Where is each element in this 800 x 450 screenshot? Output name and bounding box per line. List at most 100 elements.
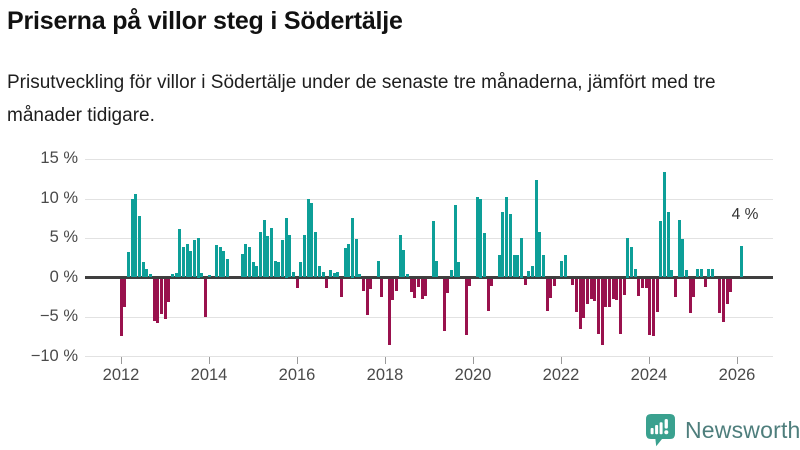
bar-negative [417, 279, 420, 287]
bar-positive [710, 268, 714, 278]
gridline [85, 317, 773, 318]
bar-positive [314, 232, 318, 278]
bar-negative [152, 279, 156, 321]
bar-positive [541, 255, 545, 278]
y-axis-tick-label: 15 % [40, 149, 78, 167]
bar-negative [615, 279, 619, 301]
bar-negative [119, 279, 123, 336]
last-value-annotation: 4 % [731, 206, 759, 223]
bar-positive [145, 268, 149, 278]
bar-negative [703, 279, 707, 287]
bar-negative [464, 279, 468, 336]
bar-negative [655, 279, 659, 313]
bar-negative [156, 279, 160, 324]
x-axis-tick [561, 357, 562, 364]
bar-negative [369, 279, 373, 290]
bar-negative [446, 279, 450, 294]
x-axis-tick-label: 2012 [102, 366, 140, 384]
bar-positive [508, 213, 512, 278]
bar-positive [666, 211, 670, 278]
bar-positive [707, 268, 711, 278]
bar-positive [398, 234, 402, 278]
bar-positive [402, 249, 406, 278]
bar-positive [699, 268, 703, 278]
bar-negative [582, 279, 586, 318]
bar-negative [674, 279, 678, 298]
bar-negative [409, 279, 413, 292]
bar-positive [240, 253, 244, 278]
gridline [85, 159, 773, 160]
bar-negative [325, 279, 329, 289]
bar-positive [336, 271, 340, 278]
bar-positive [189, 250, 193, 278]
bar-positive [185, 244, 189, 278]
bar-positive [244, 244, 248, 278]
bar-positive [262, 219, 266, 278]
bar-negative [725, 279, 729, 305]
bar-positive [534, 179, 538, 278]
bar-positive [251, 261, 255, 278]
chart-subtitle: Prisutveckling för villor i Södertälje u… [7, 72, 716, 126]
bar-positive [527, 271, 531, 278]
bar-positive [677, 219, 681, 278]
bar-positive [273, 260, 277, 278]
bar-positive [332, 272, 336, 278]
x-axis-tick-label: 2016 [278, 366, 316, 384]
bar-positive [347, 244, 351, 278]
bar-positive [630, 247, 634, 278]
bar-negative [608, 279, 611, 308]
bar-positive [214, 245, 218, 278]
x-axis-tick-label: 2026 [718, 366, 756, 384]
bar-negative [622, 279, 626, 295]
bar-negative [365, 279, 369, 315]
bar-positive [659, 220, 663, 278]
bar-negative [585, 279, 589, 305]
bar-positive [134, 193, 138, 278]
bar-negative [619, 279, 623, 334]
bar-negative [593, 279, 597, 302]
x-axis-tick-label: 2024 [630, 366, 668, 384]
bar-negative [600, 279, 604, 345]
bar-negative [159, 279, 163, 314]
bar-positive [516, 255, 520, 278]
bar-positive [435, 260, 439, 278]
bar-negative [523, 279, 527, 286]
x-axis-tick-label: 2022 [542, 366, 580, 384]
bar-positive [450, 270, 454, 278]
x-axis-tick-label: 2014 [190, 366, 228, 384]
bar-positive [126, 252, 130, 278]
bar-negative [380, 279, 384, 298]
gridline [85, 356, 773, 357]
gridline [85, 238, 773, 239]
x-axis-tick [209, 357, 210, 364]
bar-negative [729, 279, 733, 292]
bar-positive [538, 231, 542, 278]
bar-positive [266, 236, 270, 278]
bar-positive [284, 218, 288, 278]
bar-positive [505, 196, 509, 278]
bar-positive [200, 272, 204, 278]
bar-negative [688, 279, 692, 313]
bar-positive [457, 262, 461, 278]
bar-positive [207, 275, 211, 278]
x-axis-tick-label: 2020 [454, 366, 492, 384]
bar-negative [468, 279, 472, 287]
bar-positive [696, 268, 700, 278]
bar-negative [637, 279, 641, 296]
bar-positive [343, 248, 347, 278]
bar-negative [387, 279, 391, 345]
bar-positive [358, 273, 362, 278]
bar-negative [123, 279, 127, 307]
bar-positive [633, 268, 637, 278]
bar-positive [512, 255, 516, 278]
plot-area [85, 159, 773, 358]
bar-negative [413, 279, 417, 298]
bar-negative [394, 279, 398, 291]
bar-negative [692, 279, 696, 298]
bar-positive [740, 245, 744, 278]
bar-negative [571, 279, 575, 286]
bar-negative [611, 279, 615, 299]
bar-positive [479, 198, 483, 278]
bar-negative [486, 279, 490, 312]
